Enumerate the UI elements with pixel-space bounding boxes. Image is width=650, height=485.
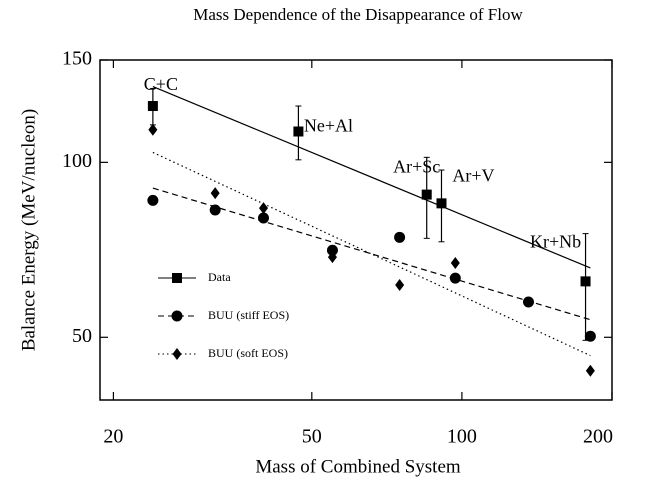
marker	[394, 231, 406, 243]
fit-line	[152, 151, 591, 357]
marker	[326, 244, 338, 256]
marker	[585, 364, 595, 377]
chart-title: Mass Dependence of the Disappearance of …	[193, 5, 523, 24]
marker	[327, 251, 337, 264]
x-tick-label: 50	[302, 426, 322, 448]
marker	[395, 279, 405, 292]
plot-frame	[99, 59, 613, 401]
marker	[147, 194, 159, 206]
y-tick-label: 150	[62, 48, 92, 70]
marker	[580, 276, 591, 287]
marker	[436, 198, 447, 209]
x-tick-label: 100	[447, 426, 477, 448]
marker	[148, 123, 158, 136]
marker	[522, 296, 534, 308]
legend-label: BUU (stiff EOS)	[208, 308, 289, 322]
marker	[209, 204, 221, 216]
point-label: C+C	[144, 74, 178, 94]
marker	[147, 101, 158, 112]
x-axis-label: Mass of Combined System	[255, 456, 461, 477]
x-tick-label: 200	[583, 426, 613, 448]
marker	[258, 202, 268, 215]
point-label: Kr+Nb	[530, 231, 581, 251]
y-tick-label: 100	[62, 150, 92, 172]
point-label: Ar+V	[452, 165, 494, 185]
marker	[450, 257, 460, 270]
point-label: Ne+Al	[304, 116, 353, 136]
marker	[257, 212, 269, 224]
marker	[172, 348, 182, 360]
legend-label: BUU (soft EOS)	[208, 346, 288, 360]
marker	[584, 330, 596, 342]
marker	[210, 187, 220, 200]
marker	[421, 189, 432, 200]
marker	[449, 272, 461, 284]
x-tick-label: 20	[103, 426, 123, 448]
fit-line	[152, 86, 591, 269]
y-tick-label: 50	[72, 325, 92, 347]
marker	[293, 126, 304, 137]
marker	[171, 310, 183, 322]
fit-line	[152, 187, 591, 321]
marker	[172, 273, 182, 283]
point-label: Ar+Sc	[393, 157, 440, 177]
y-axis-label: Balance Energy (MeV/nucleon)	[18, 109, 39, 351]
legend-label: Data	[208, 270, 231, 284]
